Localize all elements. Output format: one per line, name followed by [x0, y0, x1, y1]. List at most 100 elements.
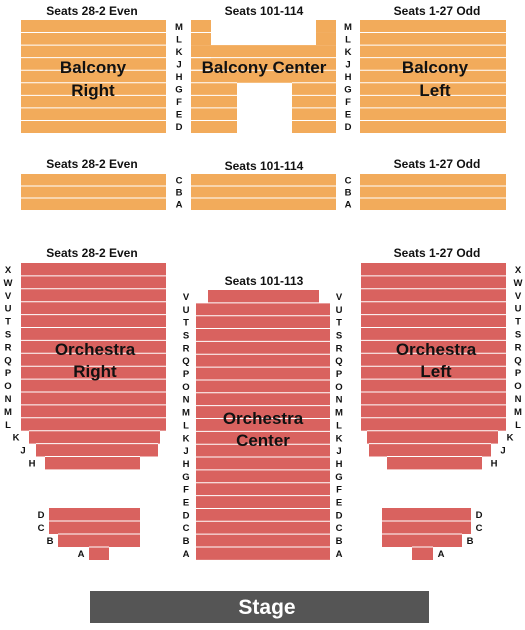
balcony-left-row-F[interactable]: [360, 95, 506, 108]
orchestra-left-row-X[interactable]: [361, 263, 506, 276]
balcony-center-row-M-a[interactable]: [191, 20, 211, 33]
balcony-lower-center-row-A[interactable]: [191, 198, 336, 210]
orchestra-right-row-M[interactable]: [21, 404, 166, 418]
orchestra-left-row-U[interactable]: [361, 301, 506, 315]
balcony-right-row-J[interactable]: [21, 57, 166, 71]
orchestra-center-row-E[interactable]: [196, 495, 330, 509]
orchestra-right-row-S[interactable]: [21, 327, 166, 341]
orchestra-center-row-D[interactable]: [196, 508, 330, 522]
orchestra-center-row-H[interactable]: [196, 457, 330, 470]
orchestra-left-row-Q[interactable]: [361, 353, 506, 367]
balcony-left-row-K[interactable]: [360, 45, 506, 58]
orchestra-right-front-row-D[interactable]: [49, 508, 140, 521]
orchestra-left-front-row-C[interactable]: [382, 521, 471, 534]
balcony-center-row-H[interactable]: [191, 70, 336, 83]
balcony-center-row-E-a[interactable]: [191, 107, 237, 121]
balcony-lower-right-row-A[interactable]: [21, 198, 166, 210]
orchestra-right-row-Q[interactable]: [21, 353, 166, 367]
orchestra-center-row-U[interactable]: [196, 302, 330, 316]
orchestra-center-row-R[interactable]: [196, 341, 330, 355]
orchestra-right-row-P[interactable]: [21, 366, 166, 380]
orchestra-center-row-Q[interactable]: [196, 354, 330, 368]
balcony-right-row-G[interactable]: [21, 82, 166, 96]
orchestra-right-row-T[interactable]: [21, 314, 166, 328]
balcony-center-row-L-a[interactable]: [191, 32, 211, 46]
orchestra-right-front-row-B[interactable]: [58, 534, 140, 547]
balcony-left-row-E[interactable]: [360, 107, 506, 121]
balcony-right-row-F[interactable]: [21, 95, 166, 108]
orchestra-center-row-M[interactable]: [196, 405, 330, 419]
orchestra-center-row-L[interactable]: [196, 418, 330, 432]
balcony-lower-center-row-C[interactable]: [191, 174, 336, 186]
orchestra-right-row-U[interactable]: [21, 301, 166, 315]
orchestra-left-row-P[interactable]: [361, 366, 506, 380]
balcony-center-row-D-a[interactable]: [191, 120, 237, 133]
orchestra-right-row-L[interactable]: [21, 417, 166, 431]
balcony-center-row-M-b[interactable]: [316, 20, 336, 33]
orchestra-right-row-J[interactable]: [36, 443, 158, 457]
orchestra-center-row-K[interactable]: [196, 431, 330, 445]
balcony-lower-left-row-B[interactable]: [360, 186, 506, 198]
orchestra-left-row-W[interactable]: [361, 275, 506, 289]
orchestra-right-row-W[interactable]: [21, 275, 166, 289]
orchestra-center-row-A[interactable]: [196, 547, 330, 560]
balcony-center-row-K[interactable]: [191, 45, 336, 58]
orchestra-right-row-K[interactable]: [29, 430, 160, 444]
orchestra-right-front-row-C[interactable]: [49, 521, 140, 534]
orchestra-center-row-F[interactable]: [196, 482, 330, 496]
orchestra-center-row-S[interactable]: [196, 328, 330, 342]
balcony-right-row-L[interactable]: [21, 32, 166, 46]
orchestra-left-row-L[interactable]: [361, 417, 506, 431]
orchestra-right-row-X[interactable]: [21, 263, 166, 276]
balcony-left-row-G[interactable]: [360, 82, 506, 96]
balcony-left-row-D[interactable]: [360, 120, 506, 133]
balcony-right-row-H[interactable]: [21, 70, 166, 83]
balcony-left-row-H[interactable]: [360, 70, 506, 83]
orchestra-left-row-N[interactable]: [361, 392, 506, 405]
balcony-left-row-L[interactable]: [360, 32, 506, 46]
orchestra-right-row-V[interactable]: [21, 288, 166, 302]
orchestra-left-row-T[interactable]: [361, 314, 506, 328]
balcony-center-row-G-b[interactable]: [292, 82, 336, 96]
orchestra-center-row-V[interactable]: [208, 290, 319, 303]
balcony-center-row-J[interactable]: [191, 57, 336, 71]
orchestra-left-front-row-D[interactable]: [382, 508, 471, 521]
balcony-right-row-D[interactable]: [21, 120, 166, 133]
orchestra-right-row-N[interactable]: [21, 392, 166, 405]
balcony-lower-right-row-B[interactable]: [21, 186, 166, 198]
balcony-center-row-G-a[interactable]: [191, 82, 237, 96]
balcony-lower-left-row-A[interactable]: [360, 198, 506, 210]
orchestra-left-front-row-B[interactable]: [382, 534, 462, 547]
balcony-center-row-E-b[interactable]: [292, 107, 336, 121]
orchestra-right-row-O[interactable]: [21, 379, 166, 392]
balcony-right-row-K[interactable]: [21, 45, 166, 58]
orchestra-left-row-K[interactable]: [367, 430, 498, 444]
orchestra-right-row-R[interactable]: [21, 340, 166, 354]
balcony-center-row-L-b[interactable]: [316, 32, 336, 46]
orchestra-left-row-S[interactable]: [361, 327, 506, 341]
orchestra-left-front-row-A[interactable]: [412, 547, 433, 560]
balcony-center-row-D-b[interactable]: [292, 120, 336, 133]
balcony-lower-center-row-B[interactable]: [191, 186, 336, 198]
orchestra-left-row-R[interactable]: [361, 340, 506, 354]
orchestra-right-front-row-A[interactable]: [89, 547, 109, 560]
orchestra-center-row-G[interactable]: [196, 469, 330, 483]
orchestra-center-row-T[interactable]: [196, 315, 330, 329]
balcony-left-row-J[interactable]: [360, 57, 506, 71]
orchestra-center-row-B[interactable]: [196, 534, 330, 547]
balcony-lower-right-row-C[interactable]: [21, 174, 166, 186]
orchestra-center-row-P[interactable]: [196, 367, 330, 380]
orchestra-left-row-V[interactable]: [361, 288, 506, 302]
orchestra-center-row-C[interactable]: [196, 521, 330, 535]
orchestra-left-row-O[interactable]: [361, 379, 506, 392]
orchestra-center-row-J[interactable]: [196, 444, 330, 458]
orchestra-center-row-O[interactable]: [196, 379, 330, 393]
orchestra-left-row-H[interactable]: [387, 456, 482, 470]
balcony-right-row-E[interactable]: [21, 107, 166, 121]
orchestra-left-row-J[interactable]: [369, 443, 491, 457]
orchestra-center-row-N[interactable]: [196, 392, 330, 406]
balcony-center-row-F-b[interactable]: [292, 95, 336, 108]
balcony-left-row-M[interactable]: [360, 20, 506, 33]
balcony-right-row-M[interactable]: [21, 20, 166, 33]
balcony-center-row-F-a[interactable]: [191, 95, 237, 108]
